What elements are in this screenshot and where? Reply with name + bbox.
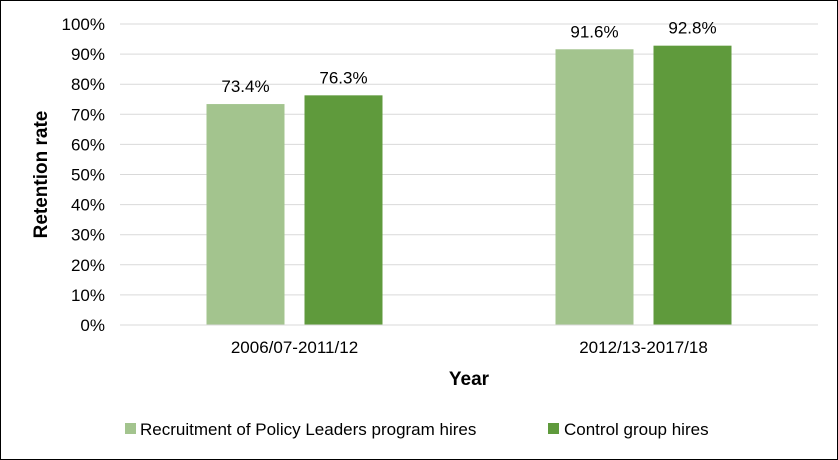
data-labels: 73.4% 76.3% 91.6% 92.8% bbox=[221, 19, 716, 96]
y-tick-label: 100% bbox=[62, 15, 105, 34]
x-axis-ticks: 2006/07-2011/12 2012/13-2017/18 bbox=[231, 338, 708, 357]
bar-program-0 bbox=[206, 104, 285, 325]
y-tick-label: 80% bbox=[71, 75, 105, 94]
data-label: 92.8% bbox=[668, 19, 716, 38]
y-tick-label: 30% bbox=[71, 226, 105, 245]
x-tick-label: 2012/13-2017/18 bbox=[579, 338, 708, 357]
y-tick-label: 60% bbox=[71, 135, 105, 154]
bars bbox=[206, 45, 732, 326]
bar-control-1 bbox=[653, 45, 732, 326]
y-tick-label: 40% bbox=[71, 196, 105, 215]
y-tick-label: 50% bbox=[71, 166, 105, 185]
y-axis-title: Retention rate bbox=[31, 111, 52, 239]
y-tick-label: 70% bbox=[71, 105, 105, 124]
data-label: 73.4% bbox=[221, 77, 269, 96]
y-tick-label: 0% bbox=[80, 316, 105, 335]
y-tick-label: 90% bbox=[71, 45, 105, 64]
y-axis-ticks: 0% 10% 20% 30% 40% 50% 60% 70% 80% 90% 100% bbox=[62, 15, 105, 335]
y-tick-label: 20% bbox=[71, 256, 105, 275]
bar-program-1 bbox=[555, 49, 634, 326]
legend-swatch bbox=[548, 423, 559, 434]
legend-swatch bbox=[125, 423, 136, 434]
legend-label: Control group hires bbox=[564, 420, 709, 439]
data-label: 76.3% bbox=[319, 68, 367, 87]
data-label: 91.6% bbox=[570, 22, 618, 41]
legend: Recruitment of Policy Leaders program hi… bbox=[125, 420, 709, 439]
bar-control-0 bbox=[304, 95, 383, 325]
x-axis-title: Year bbox=[449, 369, 490, 390]
legend-label: Recruitment of Policy Leaders program hi… bbox=[140, 420, 476, 439]
y-tick-label: 10% bbox=[71, 286, 105, 305]
x-tick-label: 2006/07-2011/12 bbox=[231, 338, 358, 357]
